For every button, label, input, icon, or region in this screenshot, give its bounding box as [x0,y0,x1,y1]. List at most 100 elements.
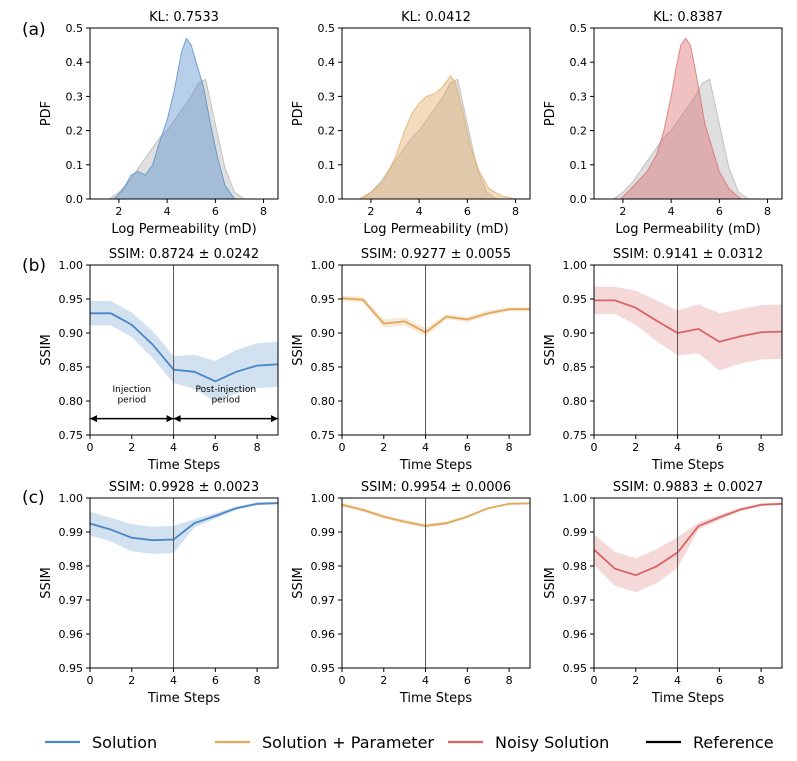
mean-line-solution-parameter [342,297,530,334]
x-tick-label: 4 [170,441,177,454]
x-tick-label: 6 [464,674,471,687]
x-tick-label: 8 [758,441,765,454]
chart-1: 2 4 6 8 0.0 0.1 0.2 0.3 0.4 0.5 KL: 0.7533 Log Perm… [39,10,279,237]
std-band-solution [90,501,278,554]
plot-area [109,37,246,199]
std-band-noisy-solution [594,502,782,593]
injection-arrow-head-left [90,415,97,423]
plot-area [594,498,782,668]
x-tick-label: 8 [260,205,267,218]
x-tick-label: 4 [674,674,681,687]
x-axis-label: Time Steps [147,458,221,473]
y-tick-label: 0.75 [311,429,336,442]
y-tick-label: 0.0 [318,193,336,206]
y-tick-label: 0.80 [59,395,84,408]
x-tick-label: 6 [716,441,723,454]
plot-area [613,37,750,199]
x-tick-label: 4 [164,205,171,218]
panel-label-c: (c) [22,488,45,508]
panel-label-a: (a) [22,20,46,40]
legend-item-reference: Reference [646,733,774,752]
y-tick-label: 0.2 [570,125,588,138]
y-tick-label: 0.97 [311,594,336,607]
plot-area [342,498,530,668]
y-tick-label: 0.99 [59,526,84,539]
x-axis-label: Log Permeability (mD) [363,222,508,237]
legend-label: Solution + Parameter [262,733,434,752]
y-tick-label: 0.4 [66,56,84,69]
y-tick-label: 0.90 [59,327,84,340]
y-axis-label: SSIM [291,334,306,366]
x-tick-label: 0 [87,441,94,454]
x-tick-label: 0 [339,674,346,687]
x-axis-label: Time Steps [399,458,473,473]
post-injection-label-2: period [211,395,240,405]
y-tick-label: 1.00 [563,259,588,272]
y-tick-label: 0.98 [311,560,336,573]
injection-arrow-head-right [166,415,174,423]
x-axis-label: Time Steps [399,691,473,706]
x-tick-label: 2 [115,205,122,218]
chart-5: 0 2 4 6 8 0.75 0.80 0.85 0.90 0.95 1.00 SSIM: 0.927… [291,247,531,473]
y-tick-label: 0.4 [570,56,588,69]
axes-frame [341,497,531,669]
y-tick-label: 0.99 [311,526,336,539]
chart-title: SSIM: 0.9141 ± 0.0312 [613,247,763,262]
y-tick-label: 0.90 [563,327,588,340]
post-injection-arrow-head-right [271,415,278,423]
std-band-solution-parameter [342,295,530,337]
y-axis-label: SSIM [543,567,558,599]
chart-title: KL: 0.8387 [653,10,723,25]
y-axis-label: PDF [39,101,54,126]
legend-label: Solution [92,733,157,752]
legend-item-noisy-solution: Noisy Solution [448,733,609,752]
x-tick-label: 2 [632,441,639,454]
mean-line-noisy-solution [594,502,782,577]
x-tick-label: 4 [422,441,429,454]
x-tick-label: 4 [674,441,681,454]
x-tick-label: 6 [212,205,219,218]
x-tick-label: 6 [464,205,471,218]
legend-item-solution: Solution [45,733,157,752]
y-tick-label: 0.75 [563,429,588,442]
chart-8: 0 2 4 6 8 0.95 0.96 0.97 0.98 0.99 1.00 SSIM: 0.995… [291,480,531,706]
y-tick-label: 0.1 [66,159,84,172]
y-tick-label: 0.2 [66,125,84,138]
y-tick-label: 0.95 [311,293,336,306]
axes-frame [341,264,531,436]
y-tick-label: 0.96 [59,628,84,641]
mean-line-solution [90,502,278,542]
y-tick-label: 0.95 [563,662,588,675]
y-axis-label: PDF [291,101,306,126]
y-tick-label: 1.00 [59,259,84,272]
chart-2: 2 4 6 8 0.0 0.1 0.2 0.3 0.4 0.5 KL: 0.0412 Log Perm… [291,10,531,237]
y-tick-label: 0.3 [318,90,336,103]
x-tick-label: 6 [212,674,219,687]
y-tick-label: 0.5 [318,22,336,35]
chart-title: KL: 0.0412 [401,10,471,25]
plot-area [358,75,516,199]
chart-title: SSIM: 0.8724 ± 0.0242 [109,247,259,262]
y-tick-label: 0.3 [570,90,588,103]
y-tick-label: 0.80 [563,395,588,408]
kde-solution [113,37,236,199]
y-tick-label: 0.75 [59,429,84,442]
x-axis-label: Log Permeability (mD) [111,222,256,237]
y-tick-label: 0.96 [311,628,336,641]
x-tick-label: 4 [422,674,429,687]
post-injection-label-1: Post-injection [196,385,257,395]
y-tick-label: 0.85 [311,361,336,374]
y-tick-label: 0.98 [59,560,84,573]
kde-solution-parameter [358,75,516,199]
y-tick-label: 0.1 [570,159,588,172]
chart-9: 0 2 4 6 8 0.95 0.96 0.97 0.98 0.99 1.00 SSIM: 0.988… [543,480,783,706]
y-tick-label: 0.97 [59,594,84,607]
axes-frame [89,497,279,669]
axes-frame [593,264,783,436]
plot-area [342,265,530,435]
y-axis-label: PDF [543,101,558,126]
chart-title: SSIM: 0.9883 ± 0.0027 [613,480,763,495]
x-tick-label: 6 [716,205,723,218]
x-tick-label: 2 [128,441,135,454]
